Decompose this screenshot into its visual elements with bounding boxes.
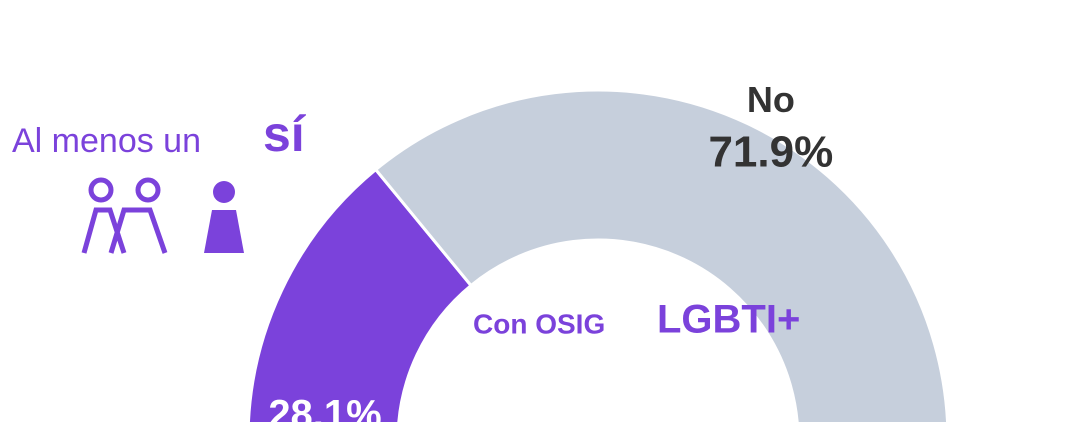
value-label: 28.1% [268,392,381,422]
center-label-emphasis: LGBTI+ [657,298,800,342]
left-label: Al menos un [12,122,201,160]
slices [247,88,949,422]
slice [247,167,474,422]
person-icon [204,181,244,253]
category-label: No [747,79,795,120]
value-label: 71.9% [708,127,833,176]
people-icon [81,177,168,254]
slice [373,88,949,422]
center-label: Con OSIG [473,308,605,339]
left-label-emphasis: sí [263,106,307,162]
